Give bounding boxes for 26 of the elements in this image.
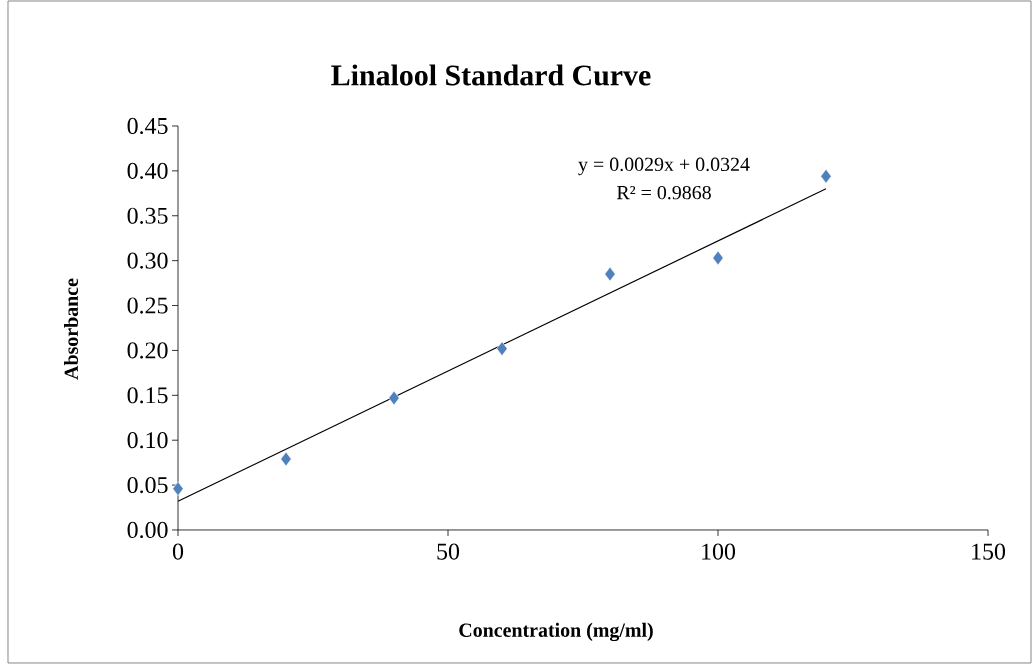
point: [172, 481, 184, 496]
annotation: R² = 0.9868: [616, 185, 711, 200]
y-tick-label: 0.25: [127, 297, 168, 314]
y-axis-title: Absorbance: [64, 278, 79, 380]
chart-title: Linalool Standard Curve: [331, 64, 651, 86]
x-tick-label: 100: [702, 543, 736, 560]
y-tick-label: 0.20: [127, 342, 168, 359]
y-tick-label: 0.15: [127, 387, 168, 404]
point: [712, 250, 724, 266]
x-tick-label: 0: [172, 543, 184, 560]
y-tick-label: 0.00: [127, 521, 168, 539]
point: [280, 451, 292, 467]
point: [388, 390, 400, 406]
y-tick-label: 0.35: [127, 207, 168, 224]
y-tick-label: 0.40: [127, 162, 168, 179]
y-tick-label: 0.30: [127, 252, 168, 269]
point: [604, 266, 616, 282]
point: [496, 341, 508, 356]
x-tick-label: 150: [972, 543, 1006, 560]
x-axis-title: Concentration (mg/ml): [459, 622, 653, 642]
annotation: y = 0.0029x + 0.0324: [578, 157, 750, 176]
y-tick-label: 0.10: [127, 432, 168, 449]
y-tick-label: 0.05: [127, 476, 168, 494]
point: [820, 168, 832, 184]
x-tick-label: 50: [437, 543, 460, 560]
y-tick-label: 0.45: [127, 117, 168, 135]
